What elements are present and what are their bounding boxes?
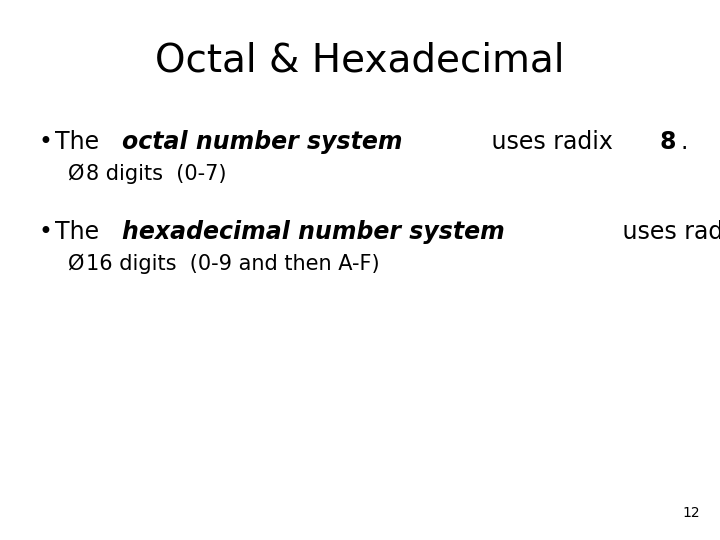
Text: hexadecimal number system: hexadecimal number system	[122, 220, 505, 244]
Text: •: •	[38, 220, 52, 244]
Text: 8 digits  (0-7): 8 digits (0-7)	[86, 164, 227, 184]
Text: •: •	[38, 130, 52, 154]
Text: Ø: Ø	[68, 164, 84, 184]
Text: uses radix: uses radix	[616, 220, 720, 244]
Text: .: .	[681, 130, 688, 154]
Text: octal number system: octal number system	[122, 130, 402, 154]
Text: The: The	[55, 130, 107, 154]
Text: 8: 8	[660, 130, 676, 154]
Text: 16 digits  (0-9 and then A-F): 16 digits (0-9 and then A-F)	[86, 254, 379, 274]
Text: Ø: Ø	[68, 254, 84, 274]
Text: Octal & Hexadecimal: Octal & Hexadecimal	[156, 42, 564, 80]
Text: uses radix: uses radix	[484, 130, 620, 154]
Text: 12: 12	[683, 506, 700, 520]
Text: The: The	[55, 220, 107, 244]
